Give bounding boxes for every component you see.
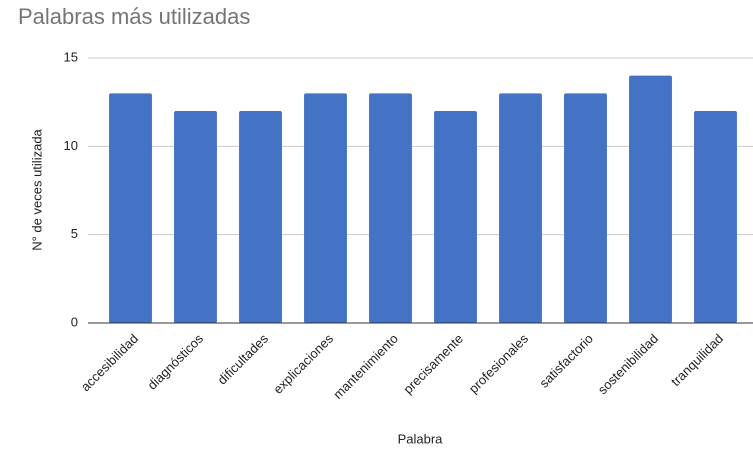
bar	[694, 111, 737, 323]
x-tick-label: diagnósticos	[144, 331, 206, 393]
y-tick-label: 0	[71, 314, 78, 329]
bar	[434, 111, 477, 323]
x-axis-label: Palabra	[398, 431, 444, 446]
bar	[239, 111, 282, 323]
x-tick-label: explicaciones	[270, 331, 336, 397]
bar	[369, 93, 412, 323]
chart-title: Palabras más utilizadas	[18, 4, 250, 29]
x-tick-label: accesibilidad	[78, 331, 141, 394]
x-tick-label: profesionales	[466, 331, 532, 397]
y-tick-label: 5	[71, 226, 78, 241]
x-tick-label: sostenibilidad	[595, 331, 661, 397]
x-tick-label: tranquilidad	[668, 331, 726, 389]
bar	[304, 93, 347, 323]
x-tick-label: mantenimiento	[330, 331, 401, 402]
y-tick-label: 15	[64, 49, 78, 64]
bar	[564, 93, 607, 323]
x-tick-label: satisfactorio	[536, 331, 596, 391]
y-axis-label: N° de veces utilizada	[29, 128, 44, 250]
bar	[629, 75, 672, 324]
bar	[109, 93, 152, 323]
bar	[499, 93, 542, 323]
x-tick-label: dificultades	[214, 331, 271, 388]
y-tick-label: 10	[64, 138, 78, 153]
bar	[174, 111, 217, 323]
x-tick-label: precisamente	[400, 331, 466, 397]
